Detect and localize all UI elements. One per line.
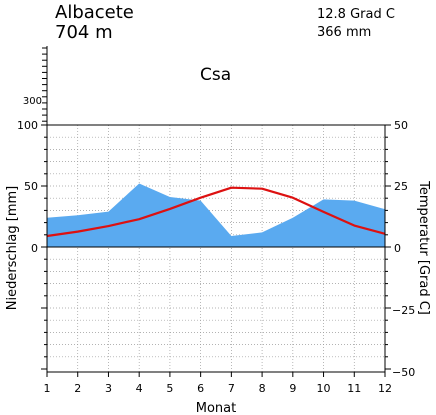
x-tick-label: 1 — [44, 382, 51, 395]
temperature-point — [261, 188, 263, 190]
right-tick-label-25: 25 — [394, 180, 408, 193]
x-tick-label: 8 — [259, 382, 266, 395]
temperature-line — [46, 186, 386, 238]
chart-marks — [46, 183, 386, 248]
temperature-point — [230, 187, 232, 189]
y-axis-title-left: Niederschlag [mm] — [5, 186, 20, 311]
left-tick-label-100: 100 — [17, 119, 38, 132]
x-tick-label: 6 — [197, 382, 204, 395]
x-tick-label: 10 — [317, 382, 331, 395]
precipitation-area — [47, 183, 385, 247]
x-tick-label: 9 — [289, 382, 296, 395]
temperature-point — [292, 197, 294, 199]
temperature-point — [200, 197, 202, 199]
temperature-point — [138, 218, 140, 220]
temperature-point — [77, 231, 79, 233]
x-tick-label: 2 — [74, 382, 81, 395]
annual-precipitation: 366 mm — [317, 25, 371, 40]
right-tick-label-minus25: −25 — [392, 304, 415, 317]
grid-lines — [47, 125, 385, 372]
station-name: Albacete — [55, 2, 134, 23]
x-tick-label: 11 — [347, 382, 361, 395]
x-tick-labels: 1 2 3 4 5 6 7 8 9 10 11 12 — [44, 382, 393, 395]
temperature-point — [107, 225, 110, 227]
y-axis-title-right: Temperatur [Grad C] — [416, 180, 431, 315]
station-elevation: 704 m — [55, 22, 113, 43]
upper-axis-ticks — [42, 47, 47, 122]
right-tick-label-minus50: −50 — [392, 366, 415, 379]
left-tick-label-0: 0 — [31, 242, 38, 255]
x-tick-label: 3 — [105, 382, 112, 395]
right-tick-label-50: 50 — [394, 119, 408, 132]
upper-tick-label-300: 300 — [23, 96, 42, 107]
x-axis-title: Monat — [196, 401, 236, 415]
climate-class: Csa — [200, 65, 231, 85]
x-tick-label: 4 — [136, 382, 143, 395]
annual-temperature: 12.8 Grad C — [317, 7, 395, 22]
x-tick-label: 5 — [166, 382, 173, 395]
x-tick-label: 12 — [378, 382, 392, 395]
temperature-point — [322, 211, 325, 213]
axis-ticks — [41, 124, 391, 377]
temperature-point — [353, 224, 355, 227]
temperature-point — [169, 208, 171, 210]
right-tick-label-0: 0 — [394, 242, 401, 255]
x-tick-label: 7 — [228, 382, 235, 395]
plot-frame — [46, 124, 386, 373]
left-tick-label-50: 50 — [24, 180, 38, 193]
